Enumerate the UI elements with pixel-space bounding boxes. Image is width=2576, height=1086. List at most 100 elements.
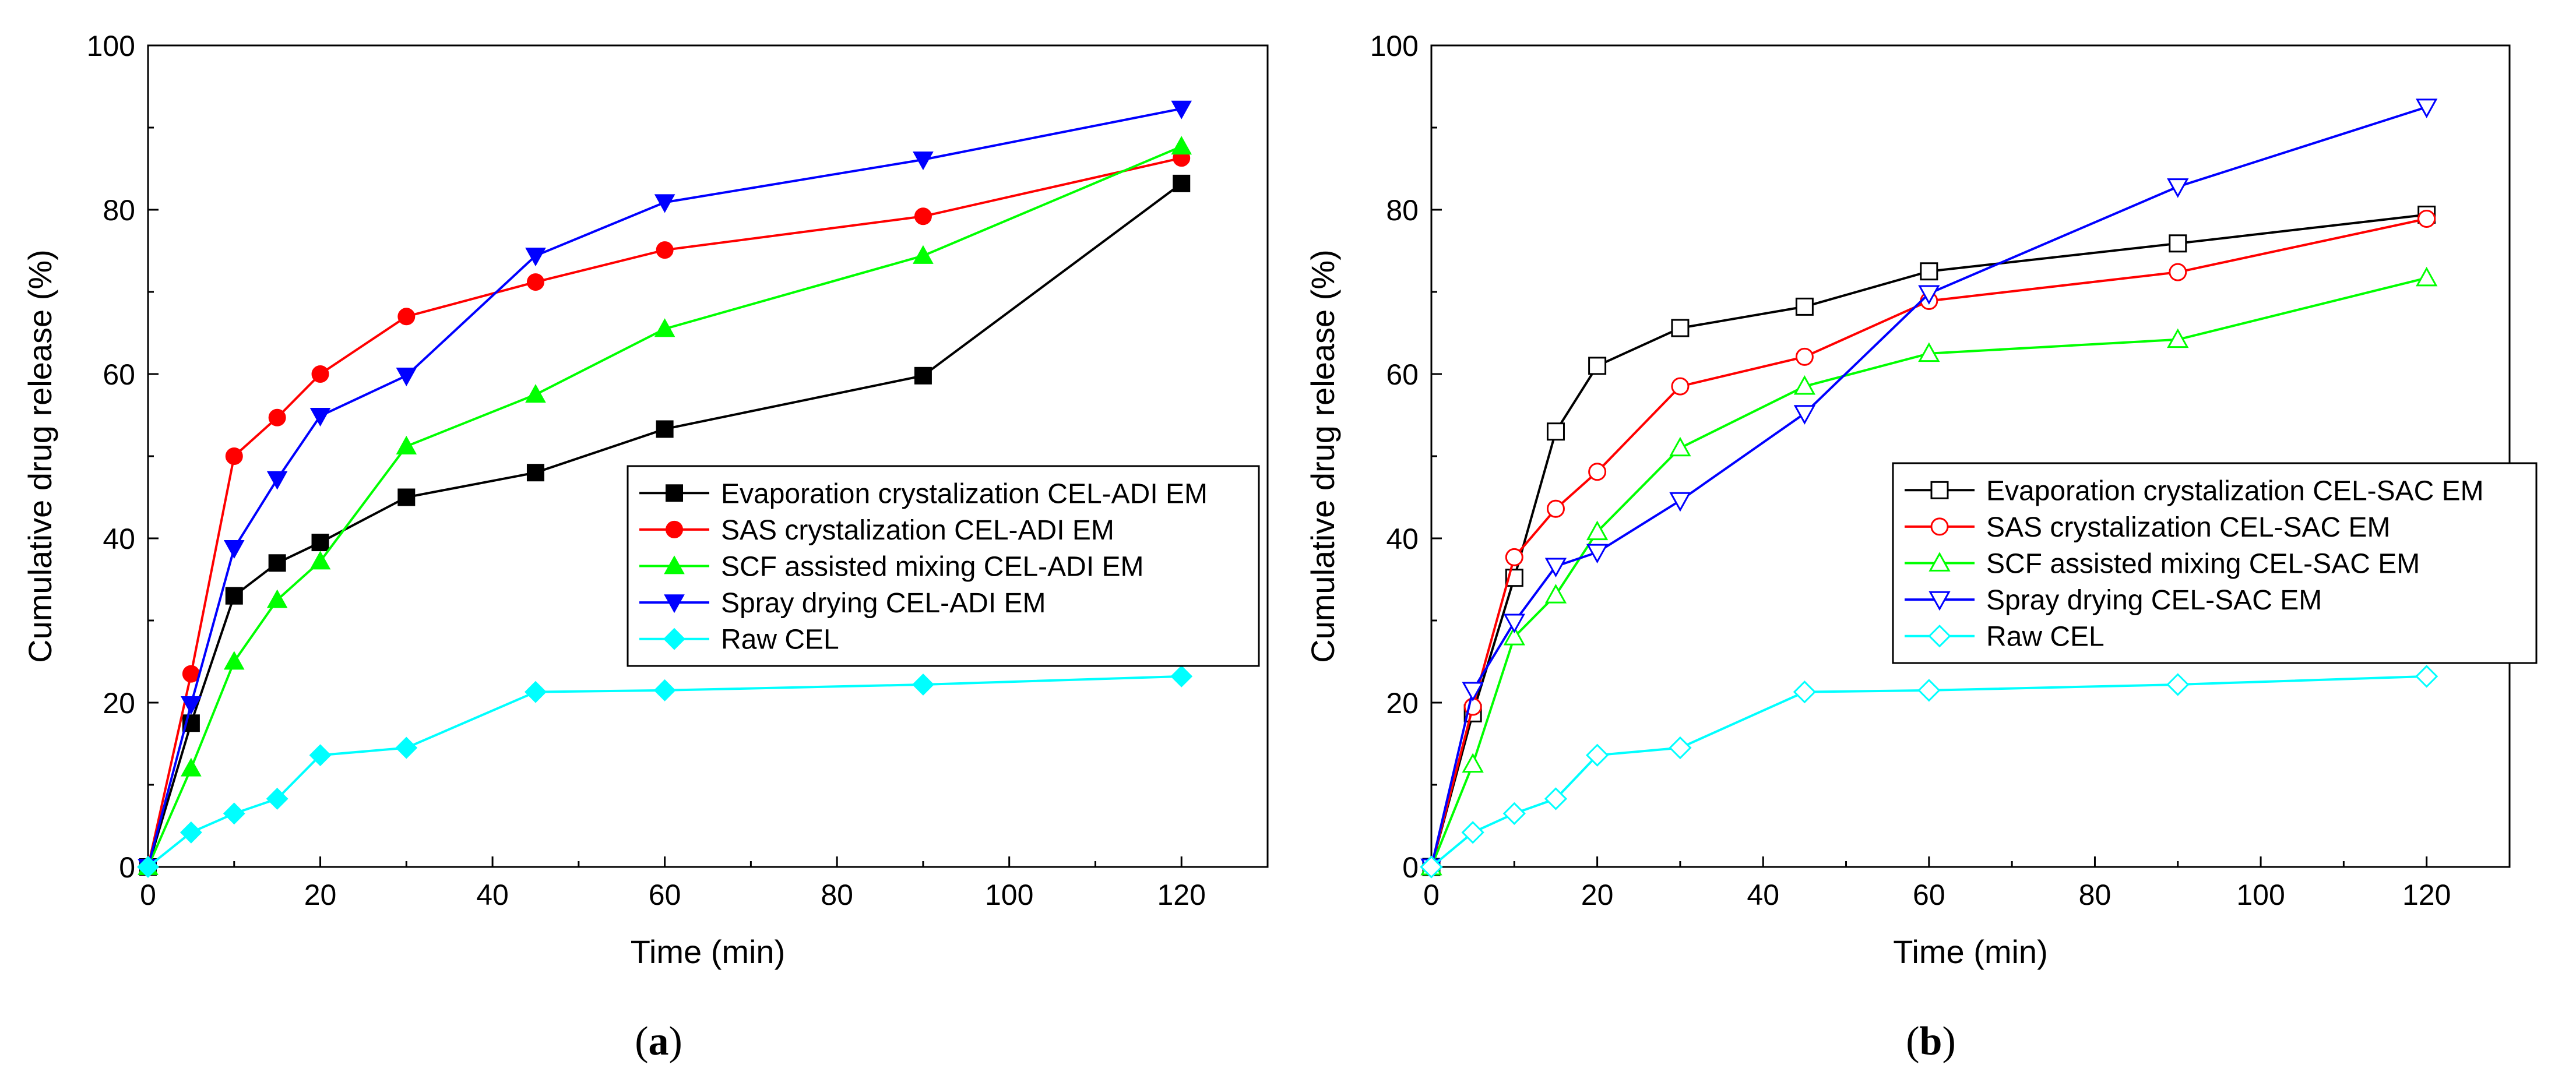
data-point	[309, 551, 331, 570]
legend-label: Spray drying CEL-SAC EM	[1986, 585, 2322, 616]
legend-label: Raw CEL	[721, 625, 839, 655]
data-point	[266, 788, 288, 810]
data-point	[309, 408, 331, 427]
legend-marker	[1929, 552, 1951, 572]
data-point	[1918, 285, 1940, 305]
data-point	[225, 587, 243, 605]
data-point	[1671, 319, 1690, 337]
data-point	[396, 367, 417, 386]
data-point	[1917, 679, 1941, 702]
y-axis: 0 20 40 60 80 100 Cumulative drug release (%)	[22, 30, 159, 884]
x-tick-label: 0	[1423, 879, 1440, 911]
data-point	[912, 674, 934, 696]
legend-label: SAS crystalization CEL-ADI EM	[721, 515, 1114, 546]
x-tick-label: 120	[2402, 879, 2451, 911]
data-point	[225, 447, 243, 465]
x-tick-label: 80	[821, 879, 853, 911]
legend: Evaporation crystalization CEL-SAC EM SAS…	[1892, 462, 2538, 664]
data-point	[525, 680, 547, 703]
y-tick-label: 60	[1386, 358, 1419, 391]
data-point	[1462, 682, 1484, 702]
x-tick-label: 120	[1157, 879, 1206, 911]
legend-item: Raw CEL	[1905, 622, 2105, 653]
data-point	[525, 384, 546, 403]
data-point	[2167, 328, 2189, 348]
data-point	[266, 589, 288, 608]
data-point	[311, 534, 329, 552]
data-point	[223, 540, 245, 559]
series-3	[1420, 266, 2438, 876]
legend: Evaporation crystalization CEL-ADI EM SAS…	[627, 465, 1260, 667]
data-point	[2416, 98, 2438, 118]
legend-marker	[1930, 517, 1949, 536]
legend-marker	[1930, 481, 1949, 499]
legend-label: SAS crystalization CEL-SAC EM	[1986, 512, 2391, 543]
x-axis-label: Time (min)	[1893, 933, 2047, 970]
data-point	[1420, 855, 1443, 879]
y-axis-label: Cumulative drug release (%)	[1304, 249, 1341, 663]
data-point	[525, 248, 546, 267]
data-point	[1669, 436, 1691, 457]
data-point	[1920, 262, 1938, 281]
data-point	[1546, 499, 1565, 518]
data-point	[1462, 753, 1484, 773]
chart-panel-b: 0 20 40 60 80 100 120 Time (min) 0 20 40 60 80 100 Cum…	[1304, 30, 2538, 1064]
legend-item: Spray drying CEL-SAC EM	[1905, 585, 2322, 616]
data-point	[2415, 665, 2438, 688]
y-tick-label: 100	[1370, 30, 1419, 62]
data-point	[1669, 736, 1692, 760]
plot-frame	[1430, 44, 2511, 868]
series-line	[147, 107, 1182, 868]
series-line	[147, 157, 1182, 868]
legend-marker	[664, 555, 685, 574]
x-tick-label: 60	[649, 879, 681, 911]
y-tick-label: 60	[103, 358, 135, 391]
data-point	[1671, 377, 1690, 396]
data-point	[1503, 613, 1525, 634]
series-5	[137, 665, 1193, 878]
x-tick-label: 40	[476, 879, 509, 911]
y-tick-label: 0	[119, 851, 135, 884]
data-point	[1171, 100, 1192, 119]
legend-item: Evaporation crystalization CEL-SAC EM	[1905, 475, 2484, 506]
data-point	[654, 318, 675, 337]
legend-marker	[1928, 625, 1951, 648]
legend-label: Spray drying CEL-ADI EM	[721, 588, 1046, 619]
data-point	[1669, 492, 1691, 512]
y-tick-label: 40	[103, 523, 135, 555]
legend-item: SAS crystalization CEL-SAC EM	[1905, 512, 2391, 543]
data-point	[223, 651, 245, 670]
y-tick-label: 80	[1386, 194, 1419, 227]
data-point	[913, 151, 934, 171]
x-tick-label: 20	[1581, 879, 1614, 911]
data-point	[1505, 548, 1523, 566]
x-tick-label: 100	[985, 879, 1033, 911]
data-point	[1588, 463, 1607, 481]
series-line	[147, 182, 1183, 868]
data-point	[914, 207, 932, 225]
data-point	[2417, 210, 2436, 228]
series-5	[1420, 665, 2438, 879]
data-point	[2416, 266, 2438, 287]
legend-frame	[627, 465, 1260, 667]
data-point	[654, 194, 675, 213]
legend-marker	[663, 627, 685, 650]
data-point	[1586, 520, 1609, 541]
series-line	[147, 675, 1182, 868]
data-point	[223, 802, 245, 825]
legend-label: SCF assisted mixing CEL-ADI EM	[721, 552, 1144, 583]
data-point	[266, 471, 288, 490]
series-line	[1430, 675, 2427, 868]
data-point	[526, 273, 544, 291]
data-point	[309, 744, 332, 767]
series-line	[1430, 217, 2427, 868]
data-point	[1503, 626, 1525, 646]
legend-marker	[1929, 591, 1951, 611]
x-tick-label: 60	[1913, 879, 1945, 911]
data-point	[1793, 375, 1816, 395]
data-point	[2167, 178, 2189, 198]
legend-item: Raw CEL	[639, 625, 839, 655]
legend-label: Raw CEL	[1986, 622, 2105, 653]
x-axis: 0 20 40 60 80 100 120 Time (min)	[140, 856, 1206, 970]
